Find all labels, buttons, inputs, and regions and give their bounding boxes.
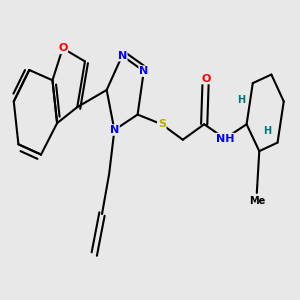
Text: Me: Me	[249, 196, 265, 206]
Text: S: S	[158, 119, 166, 129]
Text: N: N	[110, 125, 119, 135]
Text: N: N	[139, 66, 148, 76]
Text: H: H	[263, 126, 271, 136]
Text: O: O	[201, 74, 210, 84]
Text: NH: NH	[216, 134, 234, 144]
Text: N: N	[118, 51, 127, 61]
Text: O: O	[58, 43, 68, 53]
Text: H: H	[237, 95, 245, 105]
